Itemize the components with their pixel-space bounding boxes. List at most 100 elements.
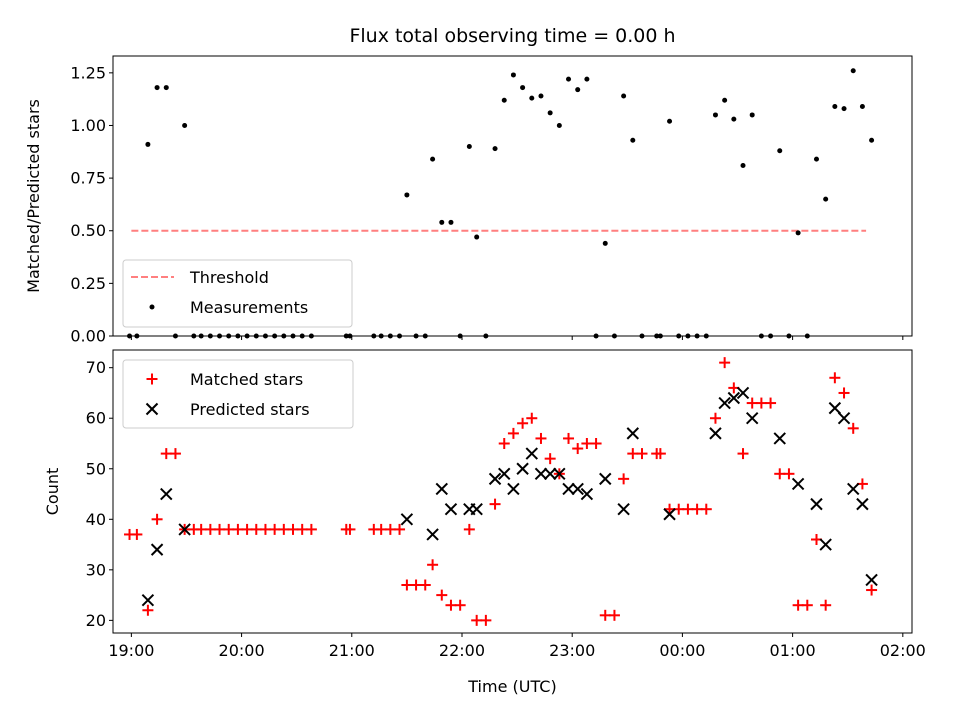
matched-star-point	[489, 498, 501, 510]
legend-plus-marker	[146, 373, 158, 385]
measurement-point	[439, 219, 445, 225]
matched-star-point	[151, 513, 163, 525]
cross-b	[534, 467, 548, 481]
legend-threshold-label: Threshold	[189, 268, 269, 287]
matched-star-point	[344, 523, 356, 535]
cross-b	[828, 401, 842, 415]
measurement-point	[740, 162, 746, 168]
matched-star-point	[454, 599, 466, 611]
cross-b	[745, 412, 759, 425]
matched-star-point	[463, 523, 475, 535]
predicted-star-point	[543, 467, 557, 481]
predicted-star-point	[400, 513, 414, 526]
predicted-star-point	[718, 396, 731, 410]
bottom-axes-frame	[112, 349, 913, 634]
matched-star-point	[375, 523, 387, 535]
cross-b	[837, 412, 851, 425]
predicted-star-point	[819, 538, 832, 551]
predicted-star-point	[507, 482, 520, 496]
matched-star-point	[618, 473, 630, 485]
measurement-point	[430, 156, 436, 162]
cross-b	[718, 396, 731, 410]
matched-star-point	[737, 448, 749, 460]
predicted-star-point	[856, 497, 869, 511]
matched-star-point	[544, 453, 556, 465]
x-tick-label: 01:00	[770, 641, 816, 660]
measurement-point	[869, 137, 875, 143]
x-tick-label: 02:00	[880, 641, 926, 660]
matched-star-point	[765, 397, 777, 409]
cross-b	[435, 482, 448, 496]
cross-b	[444, 502, 458, 516]
cross-b	[727, 391, 741, 405]
measurement-point	[584, 76, 590, 82]
cross-b	[178, 523, 191, 536]
cross-b	[599, 472, 612, 486]
matched-star-point	[783, 468, 795, 480]
cross-b	[553, 467, 566, 481]
measurement-point	[795, 230, 801, 236]
x-tick-label: 20:00	[219, 641, 265, 660]
measurement-point	[823, 196, 829, 202]
cross-b	[571, 482, 584, 496]
measurement-point	[520, 85, 526, 91]
matched-star-point	[169, 448, 181, 460]
predicted-star-point	[828, 401, 842, 415]
measurement-point	[510, 72, 516, 78]
matched-star-point	[305, 523, 317, 535]
matched-star-point	[259, 523, 271, 535]
measurement-point	[474, 234, 480, 240]
measurement-point	[529, 95, 535, 101]
cross-b	[507, 482, 520, 496]
matched-star-point	[214, 523, 226, 535]
matched-star-point	[627, 448, 639, 460]
predicted-star-point	[865, 573, 878, 587]
matched-star-point	[445, 599, 457, 611]
measurement-point	[621, 93, 627, 99]
legend-measurements-swatch	[149, 304, 155, 310]
measurement-point	[850, 68, 856, 74]
measurement-point	[547, 110, 553, 116]
matched-star-point	[801, 599, 813, 611]
matched-star-point	[700, 503, 712, 515]
top-axes-frame	[112, 55, 913, 337]
matched-star-point	[204, 523, 216, 535]
measurement-point	[538, 93, 544, 99]
cross-b	[516, 462, 529, 475]
predicted-star-point	[663, 508, 676, 521]
predicted-star-point	[745, 412, 759, 425]
y-tick-label: 40	[86, 510, 106, 529]
top-y-axis-label: Matched/Predicted stars	[24, 99, 43, 293]
predicted-star-point	[525, 447, 538, 460]
predicted-star-point	[150, 543, 164, 556]
measurement-point	[448, 219, 454, 225]
matched-star-point	[410, 579, 422, 591]
cross-b	[865, 573, 878, 587]
measurement-point	[813, 156, 819, 162]
y-tick-label: 0.25	[70, 274, 106, 293]
cross-b	[400, 513, 414, 526]
matched-star-point	[278, 523, 290, 535]
matched-star-point	[709, 412, 721, 424]
x-tick-label: 23:00	[549, 641, 595, 660]
measurement-point	[832, 104, 838, 110]
matched-star-point	[223, 523, 235, 535]
predicted-star-point	[426, 528, 439, 541]
predicted-star-point	[773, 432, 786, 445]
cross-b	[543, 467, 557, 481]
matched-star-point	[847, 422, 859, 434]
measurement-point	[575, 87, 581, 93]
matched-star-point	[590, 437, 602, 449]
cross-b	[847, 482, 860, 496]
predicted-star-point	[837, 412, 851, 425]
cross-b	[145, 402, 159, 416]
y-tick-label: 50	[86, 459, 106, 478]
cross-b	[856, 497, 869, 511]
predicted-star-point	[444, 502, 458, 516]
measurement-point	[777, 148, 783, 154]
measurement-point	[602, 240, 608, 246]
predicted-star-point	[709, 427, 722, 440]
cross-b	[160, 487, 173, 501]
y-tick-label: 0.50	[70, 221, 106, 240]
matched-star-point	[419, 579, 431, 591]
